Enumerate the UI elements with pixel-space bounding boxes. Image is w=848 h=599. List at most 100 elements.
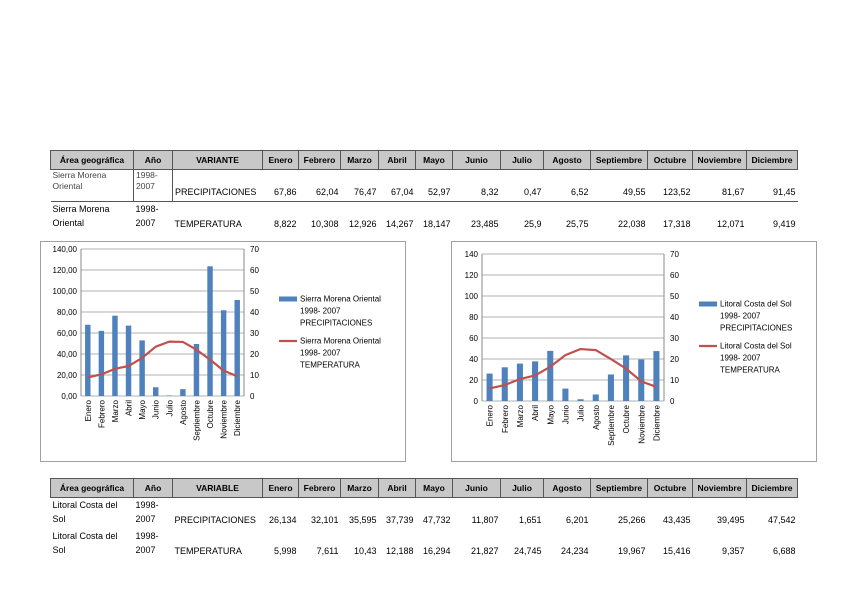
legend-text: Sierra Morena Oriental: [300, 337, 381, 346]
value-cell: 24,745: [513, 546, 542, 556]
y-right-tick-label: 40: [250, 308, 259, 317]
precipitation-bar: [207, 266, 213, 396]
x-tick-label: Junio: [561, 404, 570, 424]
header-row: Área geográfica Año VARIABLE Enero Febrero Ma…: [50, 478, 798, 498]
value-cell: 32,101: [310, 515, 339, 525]
x-tick-label: Mayo: [138, 399, 147, 419]
y-left-tick-label: 100: [465, 292, 479, 301]
value-cell: 5,998: [273, 546, 297, 556]
value-cell: 9,357: [721, 546, 745, 556]
column-header: VARIABLE: [172, 478, 263, 498]
x-tick-label: Marzo: [111, 399, 120, 422]
precipitation-bar: [623, 355, 630, 401]
precipitation-bar: [234, 299, 240, 396]
column-header: Julio: [500, 150, 544, 170]
legend-bar-swatch: [279, 296, 297, 302]
y-right-tick-label: 60: [670, 271, 679, 280]
value-cell: 12,926: [348, 219, 377, 229]
column-header: Octubre: [647, 478, 693, 498]
y-left-tick-label: 120,00: [53, 266, 78, 275]
precipitation-bar: [562, 388, 569, 401]
column-header: Septiembre: [590, 478, 648, 498]
x-tick-label: Diciembre: [233, 399, 242, 436]
value-cell: 14,267: [385, 219, 414, 229]
x-tick-label: Octubre: [206, 399, 215, 428]
value-cell: 16,294: [422, 546, 451, 556]
table-row: Sierra Morena Oriental 1998-2007 PRECIPI…: [50, 169, 798, 202]
column-header: Agosto: [543, 150, 591, 170]
precipitation-bar: [85, 324, 91, 396]
precipitation-bar: [577, 399, 584, 401]
column-header: Año: [133, 478, 173, 498]
temperature-line: [87, 340, 238, 379]
y-left-tick-label: 140,00: [53, 245, 78, 254]
x-tick-label: Marzo: [516, 404, 525, 427]
value-cell: 26,134: [268, 515, 297, 525]
y-left-tick-label: 0,00: [61, 392, 77, 401]
area-cell: Litoral Costa del Sol: [52, 500, 118, 524]
y-right-tick-label: 70: [670, 250, 679, 259]
column-header: Octubre: [647, 150, 693, 170]
costa-del-sol-chart: 0 20 40 60 80 100 120 140 0 10 20 30 40 50 60 70 Enero Fe…: [451, 241, 817, 462]
precipitation-bar: [532, 361, 539, 401]
column-header: Diciembre: [746, 150, 798, 170]
legend-text: TEMPERATURA: [300, 361, 361, 370]
y-right-tick-label: 50: [250, 287, 259, 296]
value-cell: 25,9: [523, 219, 542, 229]
value-cell: 0,47: [523, 187, 542, 197]
value-cell: 19,967: [617, 546, 646, 556]
precipitation-bar: [193, 343, 200, 396]
value-cell: 9,419: [772, 219, 796, 229]
chart-svg: 0,00 20,00 40,00 60,00 80,00 100,00 120,00 140,…: [53, 245, 382, 441]
year-cell: 1998-2007: [133, 169, 173, 202]
column-header: Febrero: [298, 478, 341, 498]
x-tick-label: Noviembre: [220, 399, 229, 438]
y-left-tick-label: 100,00: [53, 287, 78, 296]
column-header: Noviembre: [692, 150, 747, 170]
x-tick-label: Junio: [152, 399, 161, 419]
costa-del-sol-table: Área geográfica Año VARIABLE Enero Febrero Ma…: [50, 478, 798, 560]
year-cell: 1998-2007: [135, 531, 159, 555]
variable-cell: TEMPERATURA: [174, 219, 242, 229]
x-tick-label: Agosto: [592, 404, 601, 429]
column-header: Febrero: [298, 150, 341, 170]
precipitation-bar: [180, 389, 186, 396]
value-cell: 12,071: [716, 219, 745, 229]
column-header: Junio: [452, 478, 501, 498]
table-row: Litoral Costa del Sol 1998-2007 PRECIPIT…: [51, 498, 798, 530]
y-left-tick-label: 40: [469, 355, 478, 364]
value-cell: 67,86: [273, 187, 297, 197]
x-tick-label: Septiembre: [607, 404, 616, 445]
value-cell: 81,67: [721, 187, 745, 197]
value-cell: 10,308: [310, 219, 339, 229]
y-left-tick-label: 60,00: [57, 329, 78, 338]
precipitation-bar: [653, 351, 660, 401]
value-cell: 17,318: [662, 219, 691, 229]
y-right-tick-label: 30: [670, 334, 679, 343]
column-header: Diciembre: [746, 478, 798, 498]
column-header: Área geográfica: [50, 478, 134, 498]
y-right-tick-label: 10: [250, 371, 259, 380]
y-right-tick-label: 60: [250, 266, 259, 275]
y-left-tick-label: 0: [474, 397, 479, 406]
y-right-tick-label: 20: [250, 350, 259, 359]
y-right-tick-label: 10: [670, 376, 679, 385]
column-header: Junio: [452, 150, 501, 170]
value-cell: 43,435: [662, 515, 691, 525]
value-cell: 21,827: [470, 546, 499, 556]
value-cell: 6,201: [565, 515, 589, 525]
legend-text: 1998- 2007: [720, 312, 761, 321]
legend-bar-swatch: [699, 301, 717, 307]
x-tick-label: Abril: [125, 400, 134, 416]
column-header: Enero: [262, 150, 299, 170]
value-cell: 37,739: [385, 515, 414, 525]
legend-text: PRECIPITACIONES: [300, 319, 372, 328]
year-cell: 1998-2007: [135, 500, 159, 524]
y-right-tick-label: 0: [670, 397, 675, 406]
precipitation-bar: [112, 315, 118, 396]
legend-text: 1998- 2007: [720, 354, 761, 363]
y-left-tick-label: 20,00: [57, 371, 78, 380]
precipitation-bar: [220, 310, 227, 396]
area-cell: Litoral Costa del Sol: [52, 531, 118, 555]
column-header: Enero: [262, 478, 299, 498]
